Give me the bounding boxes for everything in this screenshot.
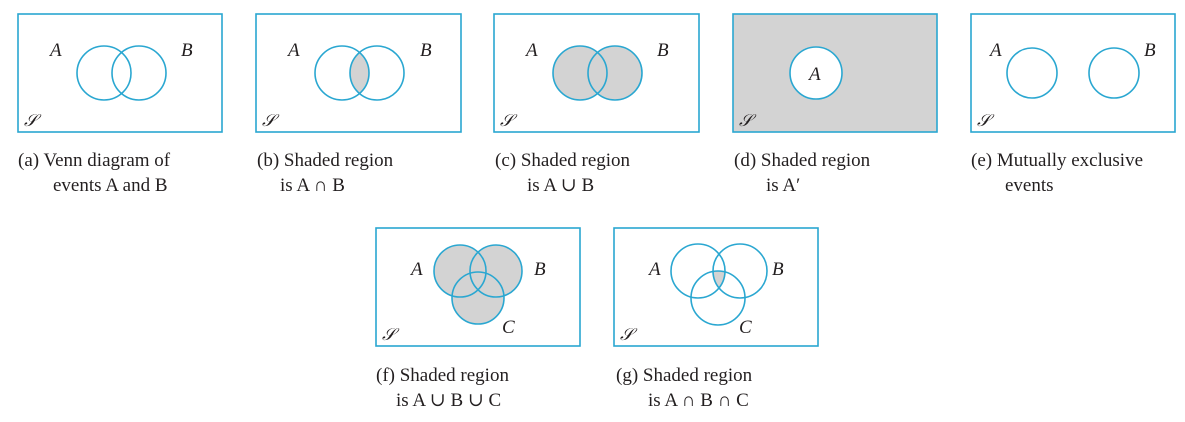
panel-c-union: A B 𝒮 <box>493 13 700 133</box>
caption-line-2: is A ∪ B ∪ C <box>396 390 502 411</box>
set-a-label: A <box>524 40 538 61</box>
sample-space-label: 𝒮 <box>382 325 400 344</box>
set-b-label: B <box>772 259 784 280</box>
set-a-circle <box>789 46 843 100</box>
set-a-label: A <box>988 40 1002 61</box>
sample-space-box <box>17 13 223 133</box>
caption-line-2: is A′ <box>766 175 801 196</box>
panel-g-triple-intersection: A B C 𝒮 <box>613 227 819 347</box>
set-a-circle <box>552 45 608 101</box>
set-b-circle <box>1088 47 1140 99</box>
caption-b: (b) Shaded region is A ∩ B <box>257 148 393 198</box>
caption-d: (d) Shaded region is A′ <box>734 148 870 198</box>
panel-f-triple-union: A B C 𝒮 <box>375 227 581 347</box>
union-shade-c <box>452 272 504 324</box>
set-c-circle <box>451 271 505 325</box>
set-b-label: B <box>534 259 546 280</box>
sample-space-label: 𝒮 <box>24 111 42 130</box>
caption-line-1: (e) Mutually exclusive <box>971 150 1144 171</box>
set-a-label: A <box>286 40 300 61</box>
sample-space-box <box>493 13 700 133</box>
sample-space-box <box>375 227 581 347</box>
panel-b-intersection: A B 𝒮 <box>255 13 462 133</box>
caption-g: (g) Shaded region is A ∩ B ∩ C <box>616 363 752 413</box>
caption-line-2: is A ∩ B ∩ C <box>648 390 749 411</box>
sample-space-box <box>970 13 1176 133</box>
caption-line-2: is A ∪ B <box>527 175 595 196</box>
sample-space-label: 𝒮 <box>500 111 518 130</box>
set-b-circle <box>469 244 523 298</box>
caption-line-1: (g) Shaded region <box>616 365 753 386</box>
intersection-shade <box>350 46 369 100</box>
caption-a: (a) Venn diagram of events A and B <box>18 148 170 198</box>
set-b-label: B <box>1144 40 1156 61</box>
set-b-label: B <box>420 40 432 61</box>
panel-e-mutually-exclusive: A B 𝒮 <box>970 13 1176 133</box>
caption-f: (f) Shaded region is A ∪ B ∪ C <box>376 363 509 413</box>
set-b-circle <box>587 45 643 101</box>
set-c-label: C <box>502 317 515 338</box>
caption-line-2: events <box>1005 175 1054 196</box>
caption-line-1: (a) Venn diagram of <box>18 150 171 171</box>
set-a-circle <box>670 243 726 299</box>
sample-space-label: 𝒮 <box>620 325 638 344</box>
set-a-circle <box>1006 47 1058 99</box>
set-b-label: B <box>657 40 669 61</box>
set-a-label: A <box>409 259 423 280</box>
panel-d-complement: A 𝒮 <box>732 13 938 133</box>
caption-line-1: (f) Shaded region <box>376 365 509 386</box>
set-b-circle <box>111 45 167 101</box>
sample-space-label: 𝒮 <box>977 111 995 130</box>
set-b-circle <box>349 45 405 101</box>
union-shade-b <box>588 46 642 100</box>
caption-line-1: (b) Shaded region <box>257 150 394 171</box>
set-a-label: A <box>647 259 661 280</box>
caption-line-1: (d) Shaded region <box>734 150 871 171</box>
caption-e: (e) Mutually exclusive events <box>971 148 1143 198</box>
set-b-label: B <box>181 40 193 61</box>
panel-a-venn-diagram: A B 𝒮 <box>17 13 223 133</box>
set-a-circle <box>433 244 487 298</box>
set-a-circle <box>76 45 132 101</box>
caption-line-2: events A and B <box>53 175 168 196</box>
set-c-label: C <box>739 317 752 338</box>
caption-line-1: (c) Shaded region <box>495 150 631 171</box>
sample-space-box <box>613 227 819 347</box>
set-a-label: A <box>48 40 62 61</box>
set-a-label: A <box>807 64 821 85</box>
set-c-circle <box>690 270 746 326</box>
caption-line-2: is A ∩ B <box>280 175 345 196</box>
sample-space-box <box>255 13 462 133</box>
sample-space-label: 𝒮 <box>262 111 280 130</box>
set-a-circle <box>314 45 370 101</box>
caption-c: (c) Shaded region is A ∪ B <box>495 148 630 198</box>
